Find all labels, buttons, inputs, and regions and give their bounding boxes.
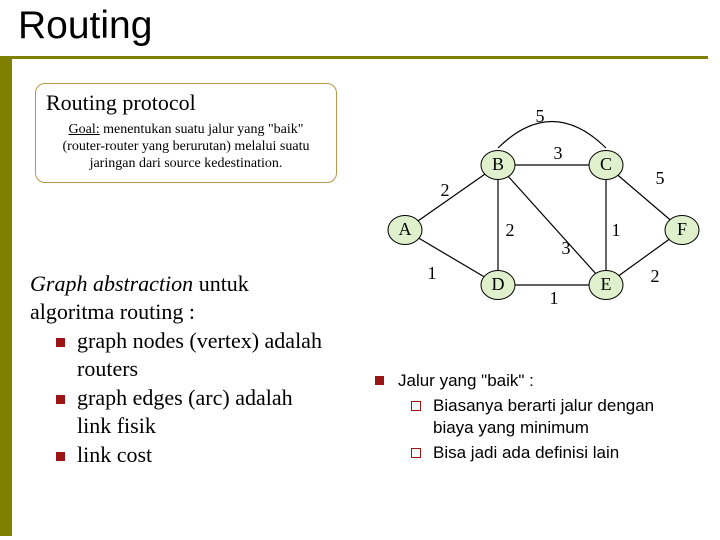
goal-label: Goal: (69, 122, 100, 137)
accent-bar (0, 56, 12, 536)
protocol-rest: (router-router yang berurutan) melalui s… (63, 139, 310, 171)
jalur-sub-row: Bisa jadi ada definisi lain (411, 442, 695, 463)
svg-text:E: E (601, 274, 612, 294)
list-item-text: graph edges (arc) adalah link fisik (77, 384, 330, 439)
protocol-box: Routing protocol Goal: menentukan suatu … (35, 83, 337, 183)
jalur-sub-text: Biasanya berarti jalur dengan biaya yang… (433, 395, 695, 438)
protocol-body: Goal: menentukan suatu jalur yang "baik"… (46, 122, 326, 172)
graph-svg: 2 1 3 2 3 1 5 1 2 5 A B C D E F (370, 100, 700, 320)
svg-text:1: 1 (612, 220, 621, 240)
bullet-icon (56, 338, 65, 347)
jalur-sub-row: Biasanya berarti jalur dengan biaya yang… (411, 395, 695, 438)
svg-text:3: 3 (562, 238, 571, 258)
svg-text:3: 3 (554, 143, 563, 163)
list-item-text: link cost (77, 441, 152, 469)
svg-text:C: C (600, 154, 612, 174)
svg-text:A: A (399, 219, 412, 239)
svg-text:2: 2 (441, 180, 450, 200)
network-graph: 2 1 3 2 3 1 5 1 2 5 A B C D E F (370, 100, 700, 320)
page-title: Routing (18, 4, 152, 48)
jalur-heading-row: Jalur yang "baik" : (375, 370, 695, 391)
svg-text:2: 2 (651, 266, 660, 286)
bullet-icon (56, 395, 65, 404)
protocol-heading: Routing protocol (46, 90, 326, 116)
abstraction-block: Graph abstraction untuk algoritma routin… (30, 270, 330, 469)
svg-text:5: 5 (656, 168, 665, 188)
list-item: graph edges (arc) adalah link fisik (56, 384, 330, 439)
bullet-icon (375, 376, 384, 385)
bullet-icon (56, 452, 65, 461)
svg-text:1: 1 (550, 288, 559, 308)
svg-text:2: 2 (506, 220, 515, 240)
svg-text:1: 1 (428, 263, 437, 283)
abstraction-lead-italic: Graph abstraction (30, 271, 193, 296)
svg-text:D: D (492, 274, 505, 294)
jalur-sub-text: Bisa jadi ada definisi lain (433, 442, 619, 463)
title-underline (12, 56, 708, 59)
goal-text: menentukan suatu jalur yang "baik" (100, 122, 304, 137)
list-item: graph nodes (vertex) adalah routers (56, 327, 330, 382)
hollow-bullet-icon (411, 401, 421, 411)
list-item-text: graph nodes (vertex) adalah routers (77, 327, 330, 382)
abstraction-lead: Graph abstraction untuk algoritma routin… (30, 270, 330, 325)
hollow-bullet-icon (411, 448, 421, 458)
svg-text:5: 5 (536, 106, 545, 126)
list-item: link cost (56, 441, 330, 469)
svg-text:F: F (677, 219, 687, 239)
jalur-block: Jalur yang "baik" : Biasanya berarti jal… (375, 370, 695, 463)
svg-text:B: B (492, 154, 504, 174)
jalur-heading: Jalur yang "baik" : (398, 370, 534, 391)
